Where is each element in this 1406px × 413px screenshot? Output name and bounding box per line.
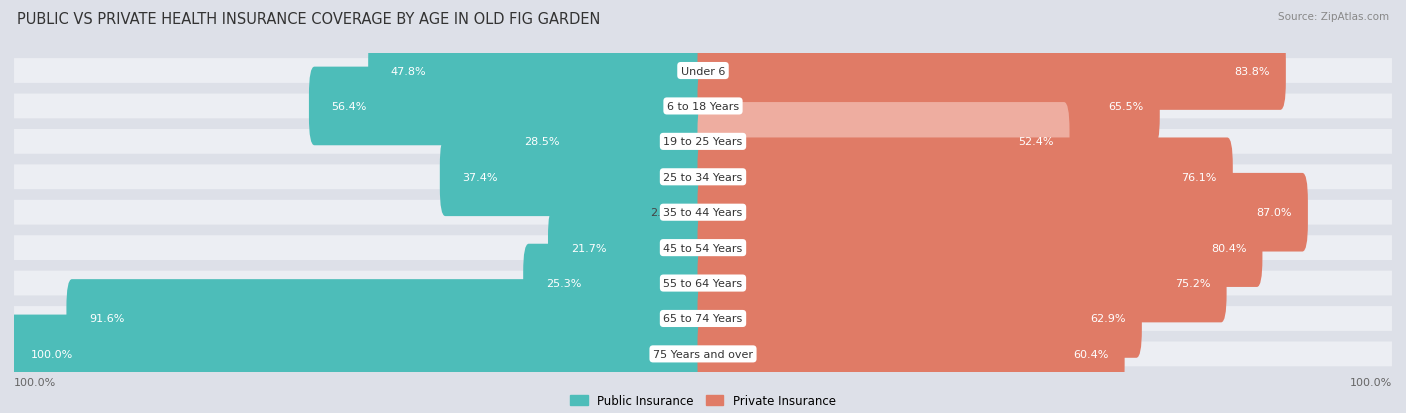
Text: 62.9%: 62.9% <box>1091 314 1126 324</box>
Text: 35 to 44 Years: 35 to 44 Years <box>664 208 742 218</box>
Text: 75 Years and over: 75 Years and over <box>652 349 754 359</box>
FancyBboxPatch shape <box>523 244 709 323</box>
Text: 60.4%: 60.4% <box>1073 349 1109 359</box>
FancyBboxPatch shape <box>8 315 709 393</box>
FancyBboxPatch shape <box>309 67 709 146</box>
Text: 100.0%: 100.0% <box>1350 377 1392 387</box>
Text: 52.4%: 52.4% <box>1018 137 1053 147</box>
Text: 65.5%: 65.5% <box>1109 102 1144 112</box>
FancyBboxPatch shape <box>14 306 1392 331</box>
Text: 83.8%: 83.8% <box>1234 66 1270 76</box>
Text: 28.5%: 28.5% <box>524 137 560 147</box>
FancyBboxPatch shape <box>697 244 1226 323</box>
FancyBboxPatch shape <box>697 138 1233 216</box>
Text: 75.2%: 75.2% <box>1175 278 1211 288</box>
FancyBboxPatch shape <box>14 130 1392 154</box>
Text: 80.4%: 80.4% <box>1211 243 1247 253</box>
FancyBboxPatch shape <box>14 236 1392 261</box>
Text: 19 to 25 Years: 19 to 25 Years <box>664 137 742 147</box>
Text: 25 to 34 Years: 25 to 34 Years <box>664 172 742 183</box>
FancyBboxPatch shape <box>14 200 1392 225</box>
Text: 76.1%: 76.1% <box>1181 172 1218 183</box>
Text: 87.0%: 87.0% <box>1257 208 1292 218</box>
Text: 47.8%: 47.8% <box>391 66 426 76</box>
FancyBboxPatch shape <box>697 209 1263 287</box>
Text: Under 6: Under 6 <box>681 66 725 76</box>
FancyBboxPatch shape <box>440 138 709 216</box>
Text: 25.3%: 25.3% <box>546 278 581 288</box>
Text: 56.4%: 56.4% <box>332 102 367 112</box>
Text: 100.0%: 100.0% <box>14 377 56 387</box>
Text: 45 to 54 Years: 45 to 54 Years <box>664 243 742 253</box>
FancyBboxPatch shape <box>66 280 709 358</box>
FancyBboxPatch shape <box>368 32 709 111</box>
FancyBboxPatch shape <box>697 280 1142 358</box>
Text: PUBLIC VS PRIVATE HEALTH INSURANCE COVERAGE BY AGE IN OLD FIG GARDEN: PUBLIC VS PRIVATE HEALTH INSURANCE COVER… <box>17 12 600 27</box>
FancyBboxPatch shape <box>548 209 709 287</box>
FancyBboxPatch shape <box>697 32 1286 111</box>
FancyBboxPatch shape <box>14 165 1392 190</box>
Text: 37.4%: 37.4% <box>463 172 498 183</box>
Text: 21.7%: 21.7% <box>571 243 606 253</box>
Text: Source: ZipAtlas.com: Source: ZipAtlas.com <box>1278 12 1389 22</box>
FancyBboxPatch shape <box>14 342 1392 366</box>
FancyBboxPatch shape <box>14 271 1392 296</box>
FancyBboxPatch shape <box>697 67 1160 146</box>
Text: 6 to 18 Years: 6 to 18 Years <box>666 102 740 112</box>
FancyBboxPatch shape <box>697 173 1308 252</box>
FancyBboxPatch shape <box>14 94 1392 119</box>
Text: 2.0%: 2.0% <box>651 208 679 218</box>
FancyBboxPatch shape <box>683 173 709 252</box>
FancyBboxPatch shape <box>501 103 709 181</box>
FancyBboxPatch shape <box>697 315 1125 393</box>
Text: 65 to 74 Years: 65 to 74 Years <box>664 314 742 324</box>
Legend: Public Insurance, Private Insurance: Public Insurance, Private Insurance <box>571 394 835 407</box>
FancyBboxPatch shape <box>697 103 1070 181</box>
Text: 91.6%: 91.6% <box>89 314 125 324</box>
Text: 55 to 64 Years: 55 to 64 Years <box>664 278 742 288</box>
Text: 100.0%: 100.0% <box>31 349 73 359</box>
FancyBboxPatch shape <box>14 59 1392 84</box>
